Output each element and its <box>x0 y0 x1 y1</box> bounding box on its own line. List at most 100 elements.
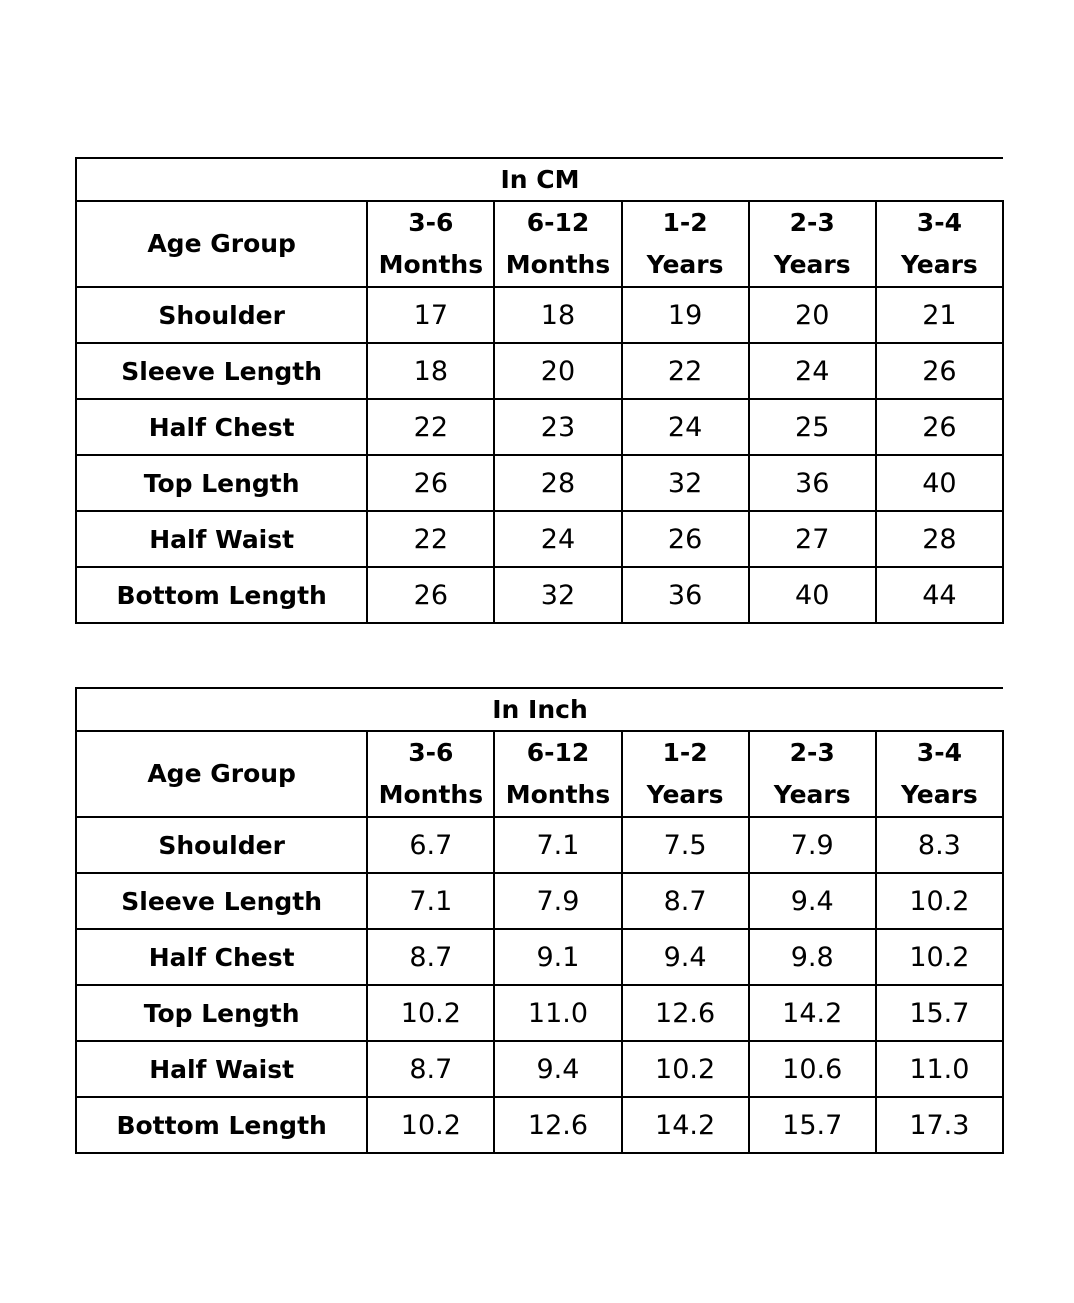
table-cell: 23 <box>493 398 623 456</box>
table-row: Half Chest 8.7 9.1 9.4 9.8 10.2 <box>74 928 1005 986</box>
column-header: 3-4 Years <box>874 730 1005 818</box>
column-header-range: 1-2 <box>662 738 708 767</box>
row-label: Half Chest <box>74 928 369 986</box>
table-cell: 22 <box>366 510 496 568</box>
column-header: 3-6 Months <box>366 730 496 818</box>
table-cell: 6.7 <box>366 816 496 874</box>
table-cell: 40 <box>874 454 1005 512</box>
row-label: Sleeve Length <box>74 342 369 400</box>
table-cell: 8.3 <box>874 816 1005 874</box>
column-header-range: 6-12 <box>526 208 590 237</box>
table-cell: 14.2 <box>747 984 877 1042</box>
table-cell: 24 <box>620 398 750 456</box>
table-cell: 18 <box>493 286 623 344</box>
table-cell: 20 <box>747 286 877 344</box>
table-cell: 44 <box>874 566 1005 624</box>
table-cell: 10.2 <box>366 984 496 1042</box>
table-row: Top Length 26 28 32 36 40 <box>74 454 1005 512</box>
table-cell: 14.2 <box>620 1096 750 1154</box>
table-cell: 18 <box>366 342 496 400</box>
row-label: Bottom Length <box>74 1096 369 1154</box>
size-chart-cm-table: In CM Age Group 3-6 Months 6-12 Months 1-2… <box>74 157 1005 624</box>
table-row: Bottom Length 26 32 36 40 44 <box>74 566 1005 624</box>
column-header-range: 2-3 <box>789 208 835 237</box>
table-cell: 21 <box>874 286 1005 344</box>
column-header: 1-2 Years <box>620 200 750 288</box>
column-header: 6-12 Months <box>493 730 623 818</box>
column-header-unit: Years <box>646 250 724 279</box>
size-chart-inch-table: In Inch Age Group 3-6 Months 6-12 Months 1… <box>74 687 1005 1154</box>
table-cell: 26 <box>366 454 496 512</box>
table-cell: 8.7 <box>366 1040 496 1098</box>
column-header-range: 1-2 <box>662 208 708 237</box>
table-cell: 26 <box>874 342 1005 400</box>
row-label: Top Length <box>74 454 369 512</box>
table-row: Bottom Length 10.2 12.6 14.2 15.7 17.3 <box>74 1096 1005 1154</box>
table-cell: 12.6 <box>493 1096 623 1154</box>
table-cell: 10.2 <box>366 1096 496 1154</box>
table-cell: 22 <box>366 398 496 456</box>
row-label: Shoulder <box>74 816 369 874</box>
row-label: Shoulder <box>74 286 369 344</box>
table-cell: 12.6 <box>620 984 750 1042</box>
table-cell: 26 <box>620 510 750 568</box>
column-header-unit: Months <box>378 250 484 279</box>
table-cell: 32 <box>620 454 750 512</box>
column-header-range: 3-6 <box>408 738 454 767</box>
table-cell: 26 <box>366 566 496 624</box>
table-cell: 32 <box>493 566 623 624</box>
table-cell: 17.3 <box>874 1096 1005 1154</box>
table-cell: 17 <box>366 286 496 344</box>
column-header-unit: Months <box>505 250 611 279</box>
table-row: Half Waist 8.7 9.4 10.2 10.6 11.0 <box>74 1040 1005 1098</box>
column-header: 2-3 Years <box>747 730 877 818</box>
table-cell: 9.8 <box>747 928 877 986</box>
table-cell: 15.7 <box>747 1096 877 1154</box>
table-row: Half Chest 22 23 24 25 26 <box>74 398 1005 456</box>
column-header-unit: Years <box>773 250 851 279</box>
column-header-unit: Years <box>646 780 724 809</box>
row-label: Bottom Length <box>74 566 369 624</box>
table-title: In Inch <box>75 687 1003 732</box>
table-cell: 10.6 <box>747 1040 877 1098</box>
table-cell: 36 <box>747 454 877 512</box>
table-cell: 11.0 <box>874 1040 1005 1098</box>
table-cell: 8.7 <box>620 872 750 930</box>
table-row: Top Length 10.2 11.0 12.6 14.2 15.7 <box>74 984 1005 1042</box>
column-header-unit: Years <box>900 780 978 809</box>
table-cell: 7.9 <box>747 816 877 874</box>
column-header-unit: Months <box>378 780 484 809</box>
column-header: 2-3 Years <box>747 200 877 288</box>
column-header-range: 3-6 <box>408 208 454 237</box>
table-cell: 7.5 <box>620 816 750 874</box>
table-cell: 7.9 <box>493 872 623 930</box>
table-cell: 11.0 <box>493 984 623 1042</box>
table-cell: 10.2 <box>620 1040 750 1098</box>
table-cell: 24 <box>493 510 623 568</box>
table-cell: 9.4 <box>493 1040 623 1098</box>
table-cell: 28 <box>493 454 623 512</box>
table-cell: 19 <box>620 286 750 344</box>
table-row: Shoulder 17 18 19 20 21 <box>74 286 1005 344</box>
column-header: 6-12 Months <box>493 200 623 288</box>
table-cell: 7.1 <box>366 872 496 930</box>
table-title: In CM <box>75 157 1003 202</box>
table-cell: 15.7 <box>874 984 1005 1042</box>
column-header-unit: Months <box>505 780 611 809</box>
column-header-range: 6-12 <box>526 738 590 767</box>
row-label: Top Length <box>74 984 369 1042</box>
table-row: Half Waist 22 24 26 27 28 <box>74 510 1005 568</box>
column-header-unit: Years <box>900 250 978 279</box>
table-cell: 9.4 <box>620 928 750 986</box>
row-label: Sleeve Length <box>74 872 369 930</box>
table-row: Shoulder 6.7 7.1 7.5 7.9 8.3 <box>74 816 1005 874</box>
table-cell: 10.2 <box>874 872 1005 930</box>
table-cell: 9.1 <box>493 928 623 986</box>
table-cell: 40 <box>747 566 877 624</box>
table-cell: 28 <box>874 510 1005 568</box>
row-label: Half Waist <box>74 510 369 568</box>
table-cell: 24 <box>747 342 877 400</box>
table-cell: 22 <box>620 342 750 400</box>
row-label: Half Waist <box>74 1040 369 1098</box>
column-header: 3-6 Months <box>366 200 496 288</box>
